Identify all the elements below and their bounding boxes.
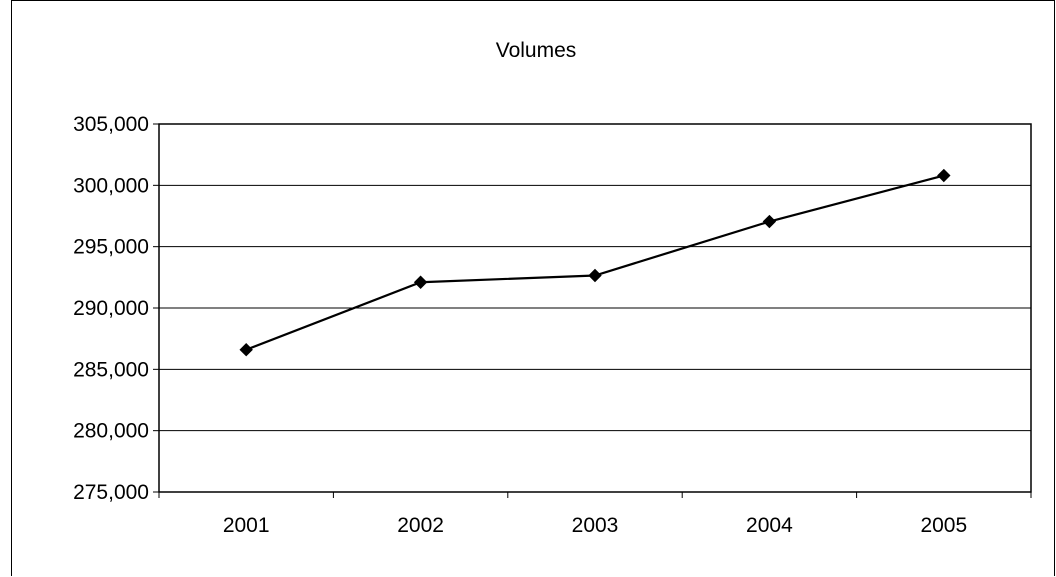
data-point-marker — [239, 342, 253, 357]
data-point-marker — [588, 268, 602, 283]
y-tick-label: 285,000 — [73, 358, 149, 381]
data-point-marker — [937, 168, 951, 183]
x-tick-label: 2003 — [572, 514, 619, 537]
y-tick-label: 295,000 — [73, 236, 149, 259]
x-tick-label: 2005 — [920, 514, 967, 537]
x-tick-label: 2002 — [397, 514, 444, 537]
data-point-marker — [413, 275, 428, 289]
x-tick-label: 2004 — [746, 514, 793, 537]
chart-title: Volumes — [496, 39, 577, 62]
data-point-marker — [762, 214, 777, 229]
y-tick-label: 300,000 — [73, 174, 149, 197]
y-axis: 275,000 280,000 285,000 290,000 295,000 300,0… — [73, 113, 159, 504]
series-group — [239, 168, 951, 357]
gridlines — [159, 184, 1031, 432]
x-axis: 2001 2002 2003 2004 2005 — [158, 492, 1032, 537]
y-tick-label: 275,000 — [73, 481, 149, 504]
x-tick-label: 2001 — [223, 514, 270, 537]
y-tick-label: 280,000 — [73, 420, 149, 443]
y-tick-label: 290,000 — [73, 297, 149, 320]
y-tick-label: 305,000 — [73, 113, 149, 136]
